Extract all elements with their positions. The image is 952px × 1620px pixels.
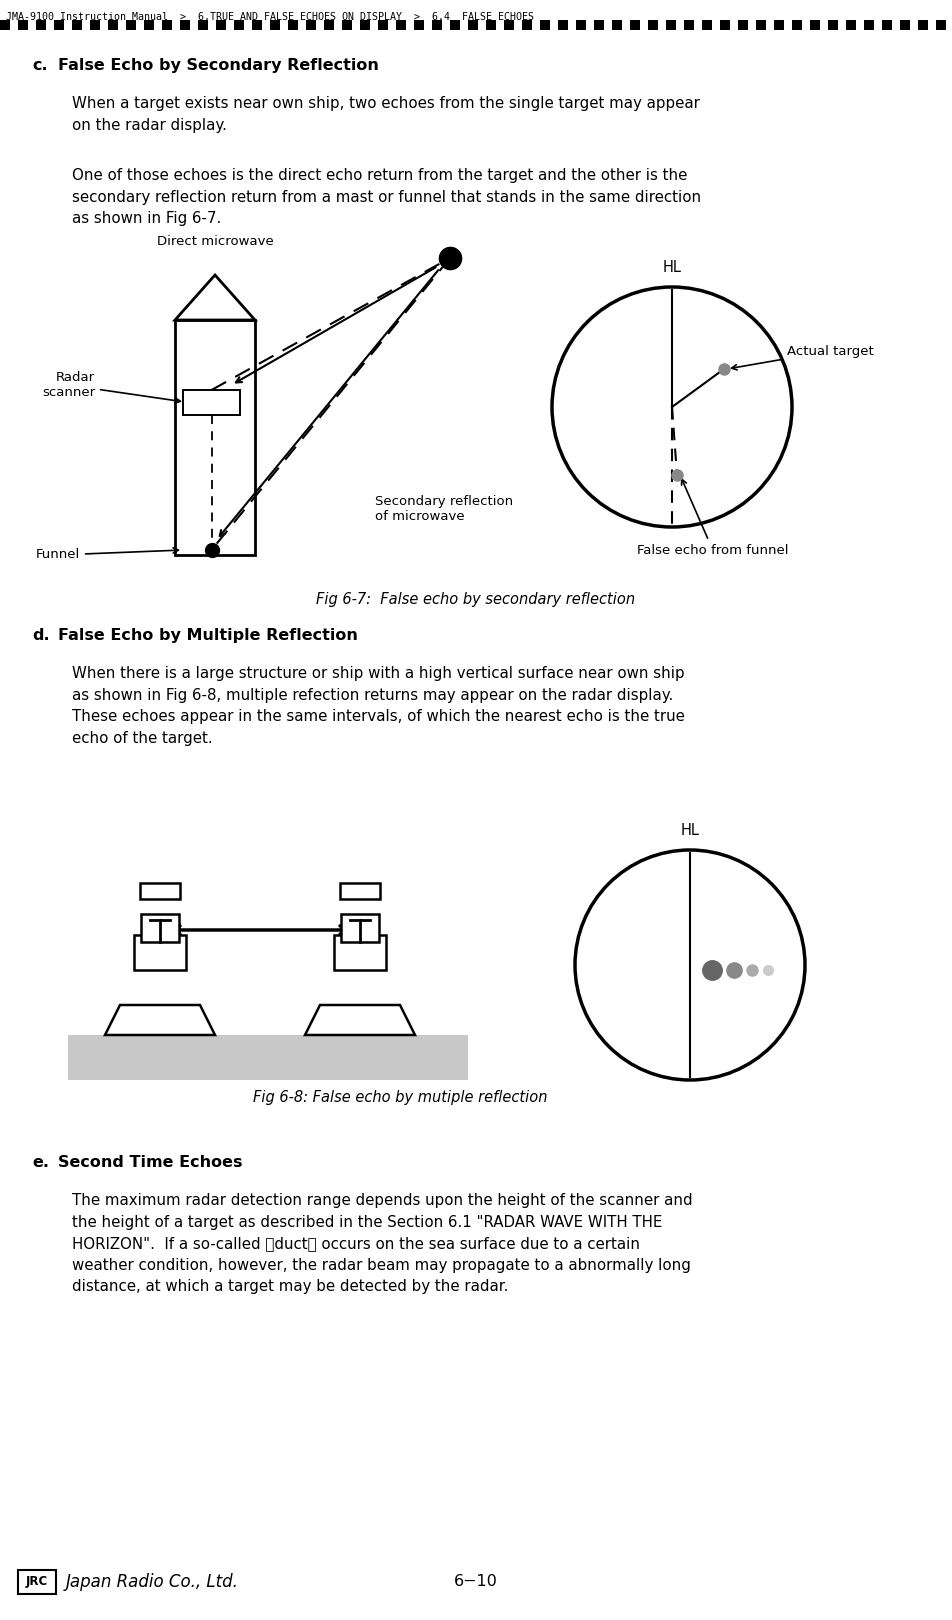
Text: Secondary reflection
of microwave: Secondary reflection of microwave (375, 496, 513, 523)
Bar (810, 19, 820, 31)
Text: HL: HL (663, 259, 682, 275)
Text: Fig 6-7:  False echo by secondary reflection: Fig 6-7: False echo by secondary reflect… (316, 591, 636, 608)
Bar (198, 19, 208, 31)
Text: False Echo by Secondary Reflection: False Echo by Secondary Reflection (58, 58, 379, 73)
Text: False echo from funnel: False echo from funnel (637, 480, 788, 557)
Text: Japan Radio Co., Ltd.: Japan Radio Co., Ltd. (66, 1573, 239, 1591)
Text: Second Time Echoes: Second Time Echoes (58, 1155, 243, 1170)
Bar (486, 19, 496, 31)
Bar (252, 19, 262, 31)
Bar (18, 19, 28, 31)
Bar (334, 935, 386, 970)
Text: d.: d. (32, 629, 50, 643)
Bar (828, 19, 838, 31)
Text: JMA-9100 Instruction Manual  >  6.TRUE AND FALSE ECHOES ON DISPLAY  >  6.4  FALS: JMA-9100 Instruction Manual > 6.TRUE AND… (6, 11, 534, 23)
Bar (234, 19, 244, 31)
Bar (108, 19, 118, 31)
Bar (306, 19, 316, 31)
Bar (141, 914, 179, 941)
Text: Direct microwave: Direct microwave (157, 235, 273, 248)
Polygon shape (305, 1004, 415, 1035)
Bar (756, 19, 766, 31)
Bar (90, 19, 100, 31)
Bar (522, 19, 532, 31)
Bar (270, 19, 280, 31)
Text: 6−10: 6−10 (454, 1575, 498, 1589)
Bar (140, 883, 180, 899)
Bar (288, 19, 298, 31)
Bar (162, 19, 172, 31)
Bar (468, 19, 478, 31)
Text: Radar
scanner: Radar scanner (42, 371, 181, 403)
Bar (702, 19, 712, 31)
Bar (36, 19, 46, 31)
Bar (558, 19, 568, 31)
Bar (396, 19, 406, 31)
Text: HL: HL (681, 823, 700, 838)
Bar (684, 19, 694, 31)
Bar (540, 19, 550, 31)
Bar (180, 19, 190, 31)
Bar (341, 914, 379, 941)
Bar (738, 19, 748, 31)
Bar (216, 19, 226, 31)
Bar (54, 19, 64, 31)
Bar (72, 19, 82, 31)
Text: The maximum radar detection range depends upon the height of the scanner and
the: The maximum radar detection range depend… (72, 1192, 693, 1294)
Bar (720, 19, 730, 31)
Bar (594, 19, 604, 31)
Bar (68, 1035, 468, 1081)
Bar (175, 321, 255, 556)
Text: e.: e. (32, 1155, 49, 1170)
Text: False Echo by Multiple Reflection: False Echo by Multiple Reflection (58, 629, 358, 643)
Bar (612, 19, 622, 31)
Text: When there is a large structure or ship with a high vertical surface near own sh: When there is a large structure or ship … (72, 666, 684, 745)
Text: One of those echoes is the direct echo return from the target and the other is t: One of those echoes is the direct echo r… (72, 168, 701, 227)
Bar (846, 19, 856, 31)
Bar (378, 19, 388, 31)
Bar (648, 19, 658, 31)
Bar (144, 19, 154, 31)
Bar (340, 883, 380, 899)
Bar (414, 19, 424, 31)
Text: Fig 6-8: False echo by mutiple reflection: Fig 6-8: False echo by mutiple reflectio… (252, 1090, 547, 1105)
Bar (126, 19, 136, 31)
Bar (918, 19, 928, 31)
Bar (882, 19, 892, 31)
Polygon shape (105, 1004, 215, 1035)
Bar (504, 19, 514, 31)
Bar (432, 19, 442, 31)
Text: JRC: JRC (26, 1576, 49, 1589)
Text: c.: c. (32, 58, 48, 73)
Bar (666, 19, 676, 31)
Bar (864, 19, 874, 31)
Bar (576, 19, 586, 31)
Bar (183, 390, 240, 415)
Bar (18, 1570, 56, 1594)
Text: Actual target: Actual target (731, 345, 874, 369)
Bar (134, 935, 186, 970)
Bar (936, 19, 946, 31)
Bar (450, 19, 460, 31)
Bar (0, 19, 10, 31)
Bar (900, 19, 910, 31)
Text: Funnel: Funnel (36, 548, 178, 562)
Bar (324, 19, 334, 31)
Bar (360, 19, 370, 31)
Bar (342, 19, 352, 31)
Text: When a target exists near own ship, two echoes from the single target may appear: When a target exists near own ship, two … (72, 96, 700, 133)
Bar (630, 19, 640, 31)
Bar (792, 19, 802, 31)
Bar (774, 19, 784, 31)
